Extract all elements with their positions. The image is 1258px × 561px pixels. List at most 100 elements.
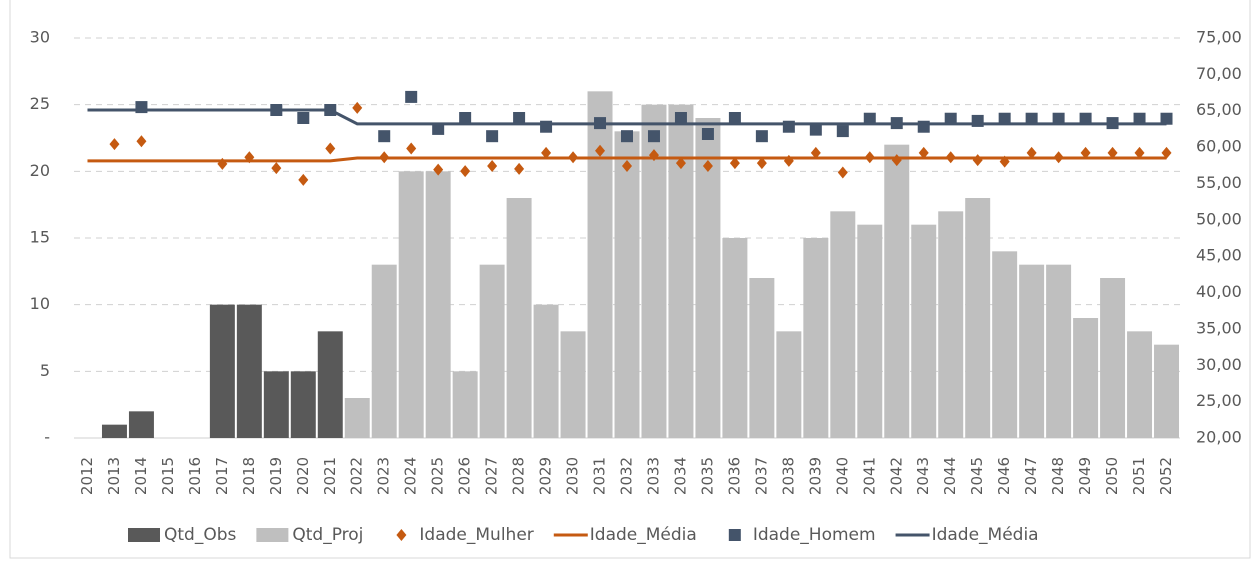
marker (297, 112, 310, 124)
x-tick-label: 2043 (914, 457, 932, 495)
x-tick-label: 2024 (402, 457, 420, 495)
marker (783, 154, 794, 167)
legend-label: Idade_Média (932, 525, 1039, 545)
marker (647, 130, 660, 143)
x-tick-label: 2019 (267, 457, 285, 495)
x-tick-label: 2039 (806, 457, 824, 495)
x-tick-label: 2044 (941, 457, 959, 495)
x-tick-label: 2032 (618, 457, 636, 495)
marker (972, 154, 983, 167)
bar (911, 224, 937, 438)
marker (674, 112, 687, 124)
marker (459, 112, 472, 124)
marker (890, 117, 903, 130)
x-tick-label: 2046 (995, 457, 1013, 495)
bar (776, 331, 802, 438)
y2-tick-label: 55,00 (1196, 173, 1242, 192)
bar (884, 144, 910, 438)
bar (992, 251, 1018, 438)
bar (425, 171, 451, 439)
x-tick-label: 2035 (698, 457, 716, 495)
marker (701, 128, 714, 140)
marker (1160, 112, 1173, 125)
bar (236, 304, 262, 438)
bar (560, 331, 586, 438)
y-tick-label: 25 (30, 94, 50, 113)
x-tick-label: 2033 (644, 457, 662, 495)
marker (755, 130, 768, 143)
marker (1052, 112, 1065, 125)
marker (891, 154, 902, 167)
bar (1127, 331, 1153, 438)
marker (917, 120, 930, 133)
x-tick-label: 2026 (456, 457, 474, 495)
marker (460, 165, 471, 178)
legend-swatch (256, 528, 289, 542)
marker (217, 157, 228, 170)
bar (290, 371, 316, 438)
y2-tick-label: 75,00 (1196, 28, 1242, 47)
marker (1134, 146, 1145, 159)
y2-tick-label: 30,00 (1196, 355, 1242, 374)
legend-label: Idade_Média (590, 525, 697, 545)
y2-tick-label: 20,00 (1196, 428, 1242, 447)
y-tick-label: 20 (30, 161, 50, 180)
marker (1080, 146, 1091, 159)
marker (1133, 112, 1146, 125)
bar (614, 131, 640, 439)
x-tick-label: 2016 (186, 457, 204, 495)
y2-tick-label: 70,00 (1196, 64, 1242, 83)
bar (722, 238, 748, 438)
x-tick-label: 2051 (1130, 457, 1148, 495)
marker (702, 160, 713, 172)
marker (271, 162, 282, 175)
bar (1046, 264, 1072, 438)
marker (863, 112, 876, 125)
bar (668, 104, 694, 439)
x-tick-label: 2041 (860, 457, 878, 495)
bar (344, 398, 370, 438)
x-tick-label: 2049 (1076, 457, 1094, 495)
marker (621, 130, 633, 143)
legend-label: Idade_Homem (753, 525, 876, 545)
x-tick-label: 2014 (132, 457, 150, 495)
x-tick-label: 2040 (833, 457, 851, 495)
bar (1019, 264, 1045, 438)
y-tick-label: 10 (30, 294, 50, 313)
marker (1025, 112, 1038, 125)
marker (836, 125, 849, 138)
x-tick-label: 2021 (321, 457, 339, 495)
marker (378, 130, 391, 143)
y2-tick-label: 65,00 (1196, 100, 1242, 119)
bar (1100, 278, 1126, 438)
legend-label: Idade_Mulher (419, 525, 533, 545)
y2-tick-label: 45,00 (1196, 246, 1242, 265)
marker (1053, 151, 1064, 164)
y2-tick-label: 50,00 (1196, 209, 1242, 228)
x-tick-label: 2027 (483, 457, 501, 495)
marker (728, 112, 741, 124)
marker (782, 120, 795, 133)
marker (487, 160, 498, 172)
x-tick-label: 2037 (752, 457, 770, 495)
marker (999, 155, 1010, 168)
bar (965, 198, 991, 438)
marker (971, 114, 984, 127)
x-tick-label: 2022 (348, 457, 366, 495)
bar (830, 211, 856, 438)
marker (298, 173, 309, 186)
line (87, 156, 1167, 163)
marker (1161, 146, 1172, 159)
x-tick-label: 2020 (294, 457, 312, 495)
marker (1107, 146, 1118, 159)
bar (101, 424, 127, 438)
x-tick-label: 2012 (78, 457, 96, 495)
bar (1154, 344, 1179, 438)
x-tick-label: 2050 (1103, 457, 1121, 495)
marker (136, 135, 147, 148)
bar (479, 264, 505, 438)
bar (1073, 318, 1099, 438)
x-tick-label: 2018 (240, 457, 258, 495)
marker (270, 104, 283, 116)
legend-label: Qtd_Obs (164, 525, 237, 545)
